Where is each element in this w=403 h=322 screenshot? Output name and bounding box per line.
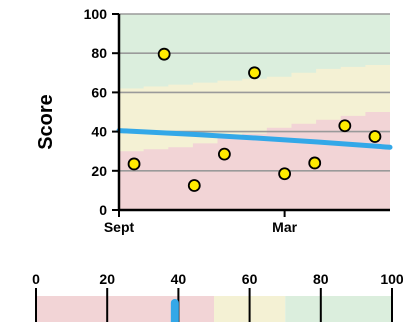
y-tick-label: 20 — [91, 163, 107, 179]
scale-tick-label: 40 — [171, 271, 187, 287]
trend-layer — [116, 128, 393, 150]
y-tick-label: 100 — [84, 6, 108, 22]
x-tick-label: Sept — [104, 219, 135, 235]
data-point — [368, 130, 382, 143]
performance-bands — [119, 14, 390, 210]
data-point — [127, 157, 141, 171]
score-scatter-chart: 0 20 40 60 80 100 Sept Mar Score — [35, 6, 393, 235]
data-point — [187, 179, 201, 192]
trend-line — [116, 128, 393, 150]
y-tick-label: 0 — [99, 202, 107, 218]
data-point — [308, 156, 322, 170]
data-point — [157, 47, 171, 61]
x-tick-label: Mar — [272, 219, 297, 235]
y-tick-label: 40 — [91, 124, 107, 140]
axes: 0 20 40 60 80 100 Sept Mar — [84, 6, 390, 235]
scale-segment — [36, 296, 214, 322]
scale-tick-label: 100 — [380, 271, 403, 287]
score-marker — [170, 299, 179, 322]
data-points — [127, 47, 382, 192]
band-low — [119, 112, 390, 210]
data-point — [278, 167, 292, 181]
scale-segment — [285, 296, 392, 322]
y-tick-label: 60 — [91, 84, 107, 100]
data-point — [338, 119, 352, 133]
scale-tick-label: 20 — [99, 271, 115, 287]
data-point — [248, 66, 261, 80]
scale-tick-label: 60 — [242, 271, 258, 287]
scale-tick-label: 0 — [32, 271, 40, 287]
score-scale-bar: 0 20 40 60 80 100 — [32, 271, 403, 322]
y-tick-label: 80 — [91, 45, 107, 61]
y-axis-title: Score — [35, 94, 57, 150]
data-point — [217, 147, 231, 161]
scale-tick-label: 80 — [313, 271, 329, 287]
